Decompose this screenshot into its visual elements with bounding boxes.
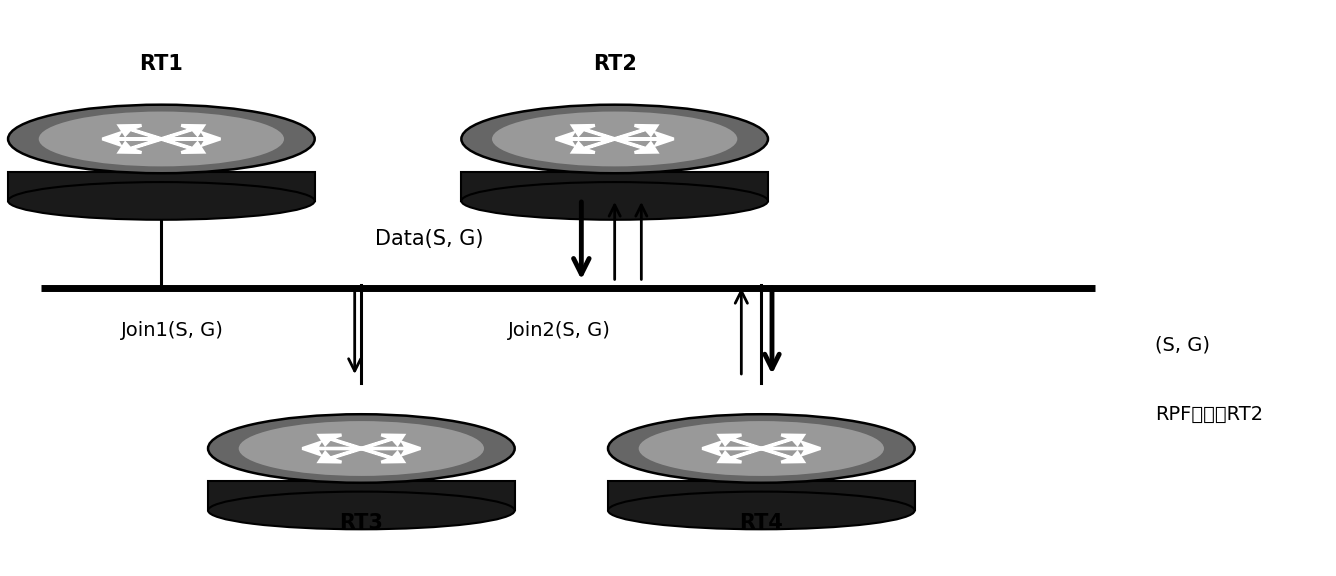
Text: Data(S, G): Data(S, G) — [374, 229, 484, 249]
Ellipse shape — [639, 421, 884, 476]
FancyArrow shape — [762, 435, 803, 449]
FancyArrow shape — [319, 448, 362, 462]
FancyArrow shape — [573, 126, 615, 139]
FancyArrow shape — [302, 442, 361, 454]
FancyArrow shape — [762, 448, 803, 462]
Text: (S, G): (S, G) — [1154, 336, 1209, 355]
Bar — [608, 481, 915, 510]
Ellipse shape — [39, 112, 285, 166]
Ellipse shape — [8, 105, 315, 173]
Text: RT1: RT1 — [139, 55, 183, 74]
FancyArrow shape — [162, 133, 220, 145]
Text: RPF邻居：RT2: RPF邻居：RT2 — [1154, 404, 1263, 423]
Ellipse shape — [608, 414, 915, 483]
FancyArrow shape — [719, 448, 762, 462]
FancyArrow shape — [703, 442, 762, 454]
Ellipse shape — [461, 182, 768, 220]
FancyArrow shape — [615, 133, 673, 145]
Text: RT2: RT2 — [593, 55, 637, 74]
FancyArrow shape — [103, 133, 162, 145]
FancyArrow shape — [361, 448, 403, 462]
Ellipse shape — [239, 421, 484, 476]
Ellipse shape — [461, 105, 768, 173]
Ellipse shape — [608, 491, 915, 529]
FancyArrow shape — [615, 126, 657, 139]
Text: RT4: RT4 — [739, 513, 783, 533]
FancyArrow shape — [160, 139, 203, 153]
Ellipse shape — [8, 182, 315, 220]
Text: RT3: RT3 — [339, 513, 383, 533]
FancyArrow shape — [119, 126, 162, 139]
FancyArrow shape — [615, 139, 657, 153]
Text: Join2(S, G): Join2(S, G) — [508, 321, 611, 340]
Bar — [461, 172, 768, 201]
FancyArrow shape — [573, 139, 615, 153]
FancyArrow shape — [319, 435, 362, 449]
FancyArrow shape — [361, 435, 403, 449]
Ellipse shape — [492, 112, 737, 166]
FancyArrow shape — [119, 139, 162, 153]
FancyArrow shape — [556, 133, 615, 145]
FancyArrow shape — [361, 442, 421, 454]
FancyArrow shape — [160, 126, 203, 139]
Text: Join1(S, G): Join1(S, G) — [122, 321, 224, 340]
FancyArrow shape — [762, 442, 820, 454]
Ellipse shape — [208, 491, 514, 529]
Bar — [8, 172, 315, 201]
FancyArrow shape — [719, 435, 762, 449]
Ellipse shape — [208, 414, 514, 483]
Bar — [208, 481, 514, 510]
